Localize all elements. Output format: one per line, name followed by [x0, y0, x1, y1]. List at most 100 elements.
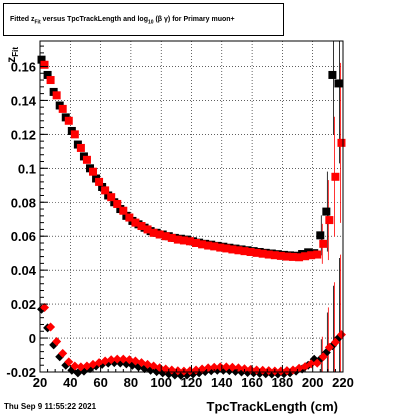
- square-marker: [192, 238, 201, 247]
- square-marker: [58, 104, 67, 113]
- square-marker: [125, 213, 134, 222]
- x-tick-label: 120: [181, 375, 203, 390]
- square-marker: [155, 230, 164, 239]
- axis-ticks: [39, 45, 344, 373]
- square-marker: [337, 138, 346, 147]
- square-marker: [52, 91, 61, 100]
- diamond-marker: [100, 356, 110, 366]
- square-marker: [173, 235, 182, 244]
- x-tick-label: 220: [332, 375, 354, 390]
- title-text-post: (β γ) for Primary muon+: [153, 16, 235, 23]
- diamond-marker: [318, 352, 328, 362]
- y-tick-label: 0.04: [11, 263, 37, 278]
- square-marker: [131, 218, 140, 227]
- square-marker: [198, 240, 207, 249]
- square-marker: [137, 222, 146, 231]
- square-marker: [228, 245, 237, 254]
- x-tick-label: 20: [33, 375, 47, 390]
- diamond-marker: [258, 365, 268, 375]
- diamond-marker: [336, 330, 346, 340]
- title-subscript-ten: 10: [147, 19, 154, 26]
- square-marker: [64, 116, 73, 125]
- diamond-marker: [40, 302, 50, 312]
- square-marker: [222, 244, 231, 253]
- x-tick-label: 180: [272, 375, 294, 390]
- square-marker: [210, 242, 219, 251]
- square-marker: [325, 216, 334, 225]
- square-marker: [107, 193, 116, 202]
- square-marker: [70, 130, 79, 139]
- y-tick-label: -0.02: [6, 365, 36, 380]
- diamond-marker: [203, 363, 213, 373]
- plot-title: Fitted zFit versus TpcTrackLength and lo…: [3, 3, 284, 36]
- diamond-marker: [324, 342, 334, 352]
- square-marker: [246, 247, 255, 256]
- diamond-marker: [306, 359, 316, 369]
- diamond-marker: [52, 336, 62, 346]
- square-marker: [185, 237, 194, 246]
- square-marker: [167, 233, 176, 242]
- square-marker: [82, 155, 91, 164]
- diamond-marker: [215, 362, 225, 372]
- square-marker: [40, 60, 49, 69]
- diamond-marker: [197, 364, 207, 374]
- diamond-marker: [264, 366, 274, 376]
- square-marker: [161, 232, 170, 241]
- square-marker: [240, 247, 249, 256]
- diamond-marker: [64, 357, 74, 367]
- diamond-marker: [185, 366, 195, 376]
- x-axis-title: TpcTrackLength (cm): [207, 399, 338, 414]
- square-marker: [179, 236, 188, 245]
- square-marker: [328, 70, 337, 79]
- square-marker: [258, 249, 267, 258]
- square-marker: [270, 251, 279, 260]
- diamond-marker: [161, 364, 171, 374]
- x-tick-label: 140: [211, 375, 233, 390]
- square-marker: [334, 79, 343, 88]
- square-marker: [89, 167, 98, 176]
- timestamp-footer: Thu Sep 9 11:55:22 2021: [4, 402, 97, 411]
- x-tick-label: 40: [63, 375, 77, 390]
- square-marker: [43, 70, 52, 79]
- y-tick-label: 0.02: [11, 297, 36, 312]
- square-marker: [113, 199, 122, 208]
- square-marker: [295, 253, 304, 262]
- y-tick-label: 0.06: [11, 229, 36, 244]
- square-marker: [101, 186, 110, 195]
- x-tick-label: 200: [302, 375, 324, 390]
- square-marker: [76, 143, 85, 152]
- square-marker: [252, 248, 261, 257]
- y-tick-label: 0.16: [11, 59, 36, 74]
- x-tick-label: 100: [150, 375, 172, 390]
- y-tick-label: 0: [29, 331, 36, 346]
- diamond-marker: [330, 337, 340, 347]
- diamond-marker: [227, 362, 237, 372]
- diamond-marker: [173, 366, 183, 376]
- y-tick-label: 0.1: [18, 161, 36, 176]
- diamond-marker: [118, 354, 128, 364]
- square-marker: [307, 251, 316, 260]
- diamond-marker: [155, 363, 165, 373]
- y-tick-label: 0.12: [11, 127, 36, 142]
- x-tick-label: 80: [124, 375, 138, 390]
- square-marker: [313, 250, 322, 259]
- title-text-pre: Fitted z: [10, 16, 35, 23]
- x-tick-label: 60: [93, 375, 107, 390]
- diamond-marker: [58, 348, 68, 358]
- title-text-mid: versus TpcTrackLength and log: [40, 16, 148, 23]
- square-marker: [316, 231, 325, 240]
- square-marker: [149, 228, 158, 237]
- diamond-marker: [106, 355, 116, 365]
- y-tick-label: 0.14: [11, 93, 37, 108]
- diamond-marker: [282, 366, 292, 376]
- diamond-marker: [112, 354, 122, 364]
- diamond-marker: [312, 358, 322, 368]
- square-marker: [322, 207, 331, 216]
- x-tick-label: 160: [241, 375, 263, 390]
- diamond-marker: [46, 322, 56, 332]
- diamond-marker: [76, 362, 86, 372]
- diamond-marker: [276, 366, 286, 376]
- diamond-marker: [209, 362, 219, 372]
- tick-labels: 20 40 60 80 100 120 140 160 180 200 220 -0.02 0 0.02 0…: [6, 59, 353, 390]
